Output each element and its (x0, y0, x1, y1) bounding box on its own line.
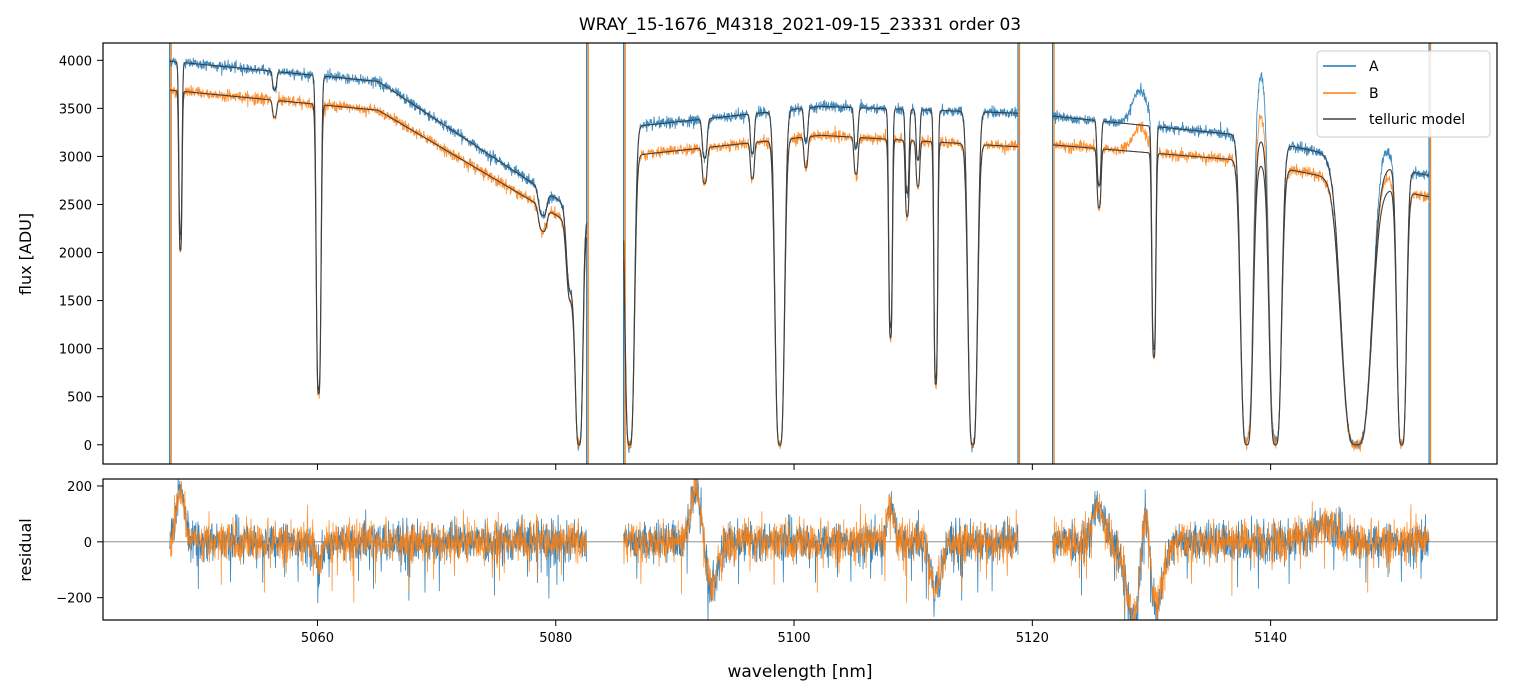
legend-box (1316, 50, 1491, 138)
series-a-line (169, 57, 1430, 453)
residual-axes: 5060 5080 5100 5120 5140 −200 0 200 (56, 480, 1287, 646)
flux-panel: 0 500 1000 1500 2000 2500 3000 3500 4000 flux [A… (16, 42, 1498, 470)
residual-panel: 5060 5080 5100 5120 5140 −200 0 200 residual wa… (16, 478, 1498, 682)
residual-y-axis-label: residual (16, 518, 35, 581)
y-tick-label: −200 (56, 592, 92, 607)
y-tick-label: 0 (84, 536, 92, 551)
y-tick-label: 500 (67, 391, 92, 406)
x-axis-label: wavelength [nm] (727, 662, 872, 682)
legend-label-a: A (1369, 59, 1379, 75)
y-tick-label: 0 (84, 439, 92, 454)
x-tick-label: 5120 (1016, 631, 1049, 646)
residual-plot-area (103, 479, 1497, 620)
series-b-line (169, 84, 1430, 452)
y-tick-label: 3500 (59, 102, 92, 117)
y-tick-label: 2500 (59, 198, 92, 213)
y-tick-label: 3000 (59, 150, 92, 165)
chart-title: WRAY_15-1676_M4318_2021-09-15_23331 orde… (579, 15, 1021, 35)
flux-axes-frame (102, 42, 1498, 465)
residual-b-line (169, 479, 1430, 620)
residual-axes-frame (102, 478, 1498, 621)
y-tick-label: 2000 (59, 247, 92, 262)
x-tick-label: 5100 (777, 631, 810, 646)
legend-label-telluric-model: telluric model (1369, 112, 1465, 128)
x-tick-label: 5140 (1254, 631, 1287, 646)
x-tick-label: 5060 (301, 631, 334, 646)
flux-y-axis-label: flux [ADU] (16, 213, 35, 295)
x-tick-label: 5080 (539, 631, 572, 646)
legend: A B telluric model (1316, 50, 1491, 138)
flux-plot-area (169, 43, 1432, 464)
flux-axes: 0 500 1000 1500 2000 2500 3000 3500 4000 (59, 54, 1272, 470)
y-tick-label: 200 (67, 480, 92, 495)
telluric-model-line (169, 60, 1430, 446)
y-tick-label: 1500 (59, 295, 92, 310)
y-tick-label: 1000 (59, 343, 92, 358)
y-tick-label: 4000 (59, 54, 92, 69)
legend-label-b: B (1369, 86, 1379, 102)
